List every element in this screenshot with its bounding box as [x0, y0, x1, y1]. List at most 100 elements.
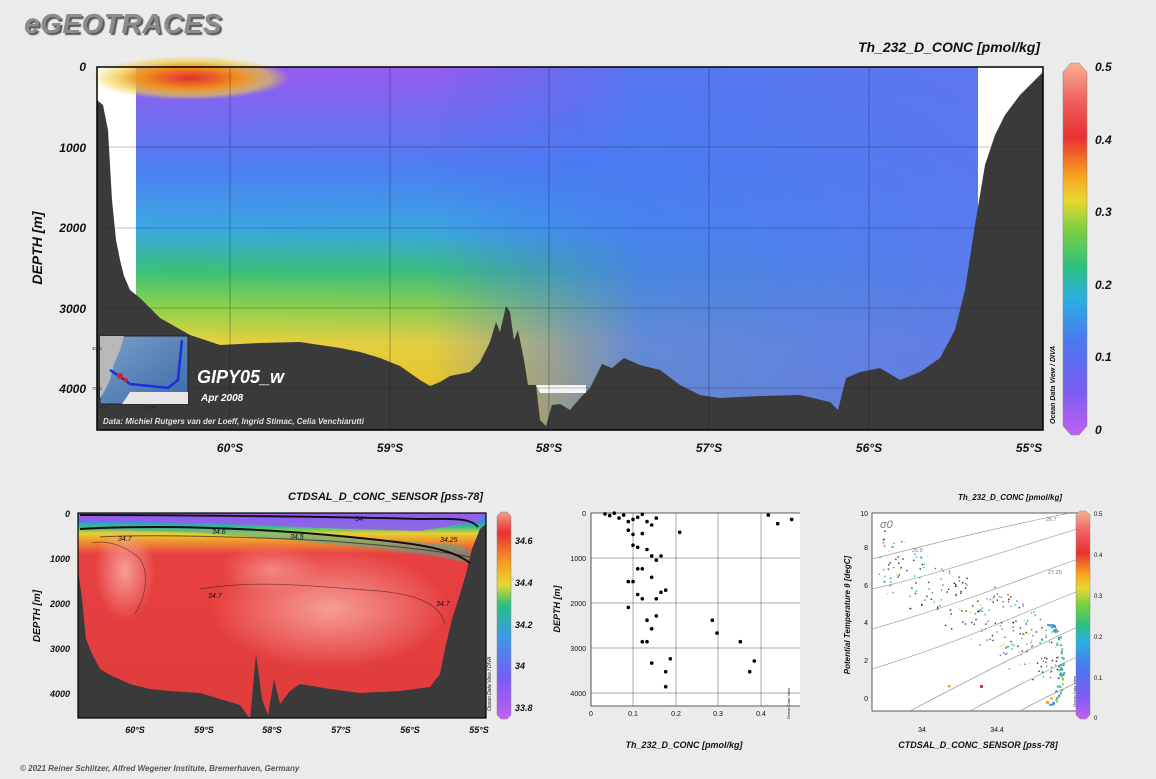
salinity-x-tick: 60°S — [125, 725, 145, 735]
ts-point — [893, 542, 895, 545]
ts-point — [1006, 653, 1008, 655]
ts-point — [979, 604, 982, 606]
ts-point — [1060, 666, 1063, 669]
isopycnal-lines — [871, 512, 1085, 712]
ts-point — [955, 585, 958, 587]
ts-point — [992, 597, 995, 599]
ts-point — [882, 539, 885, 541]
ts-point — [910, 608, 912, 610]
salinity-x-tick: 56°S — [400, 725, 420, 735]
ts-point — [958, 576, 960, 578]
ts-point — [892, 546, 894, 548]
ts-point — [921, 603, 923, 606]
ts-point — [947, 588, 950, 591]
ts-point — [1007, 645, 1010, 648]
profile-point — [663, 669, 668, 674]
profile-point — [626, 528, 631, 532]
ts-point — [962, 621, 964, 623]
bathymetry-salinity — [78, 524, 486, 719]
profile-y-tick: 1000 — [570, 556, 586, 563]
ts-point — [948, 572, 951, 574]
ts-point — [948, 685, 951, 688]
ts-point — [996, 631, 998, 633]
ts-point — [1021, 650, 1023, 652]
ts-point — [924, 599, 926, 601]
salinity-y-tick: 4000 — [49, 689, 70, 699]
profile-point — [626, 519, 631, 524]
ts-point — [930, 598, 933, 600]
main-cbar-tick: 0 — [1095, 423, 1102, 437]
profile-point — [617, 516, 621, 520]
ts-point — [892, 566, 895, 569]
ts-point — [1051, 703, 1054, 706]
ts-point — [989, 599, 992, 601]
ts-point — [988, 609, 990, 611]
profile-point — [635, 592, 640, 597]
ts-point — [1054, 631, 1057, 634]
ts-point — [1048, 641, 1051, 643]
ts-point — [994, 586, 996, 589]
ts-point — [909, 595, 911, 598]
ts-point — [1012, 630, 1015, 632]
ts-x-tick: 34.4 — [990, 727, 1004, 734]
ts-point — [887, 564, 890, 566]
ts-point — [934, 567, 937, 570]
salinity-y-tick: 1000 — [50, 554, 70, 564]
ts-point — [999, 625, 1002, 627]
ts-point — [928, 588, 930, 590]
th232-section-chart: 40°S 70°S 60°W 30°W GIPY05_w Apr 2008 Da… — [29, 39, 1112, 455]
ts-point — [1012, 626, 1014, 628]
ts-point — [1019, 627, 1022, 629]
th232-profile-chart: 0 1000 2000 3000 4000 0 0.1 0.2 0.3 0.4 … — [552, 511, 800, 750]
ts-point — [1018, 651, 1020, 653]
ts-point — [1020, 654, 1022, 656]
ts-diagram-chart: σ0 26.7 26.9 27.25 Th_232_D_CONC [pmol/k… — [843, 493, 1103, 750]
ts-point — [1050, 666, 1053, 668]
ts-point — [942, 570, 945, 572]
ts-point — [1035, 631, 1038, 633]
main-colorbar — [1062, 62, 1088, 436]
ts-point — [909, 607, 911, 610]
ts-point — [1000, 622, 1003, 624]
ts-point — [897, 576, 899, 578]
ts-point — [890, 581, 892, 583]
ts-point — [1052, 625, 1055, 628]
ts-point — [884, 575, 886, 578]
ts-point — [1061, 675, 1063, 678]
ts-point — [1058, 685, 1061, 688]
main-cbar-tick: 0.2 — [1095, 278, 1112, 292]
ts-y-tick: 4 — [864, 620, 868, 627]
ts-point — [883, 538, 885, 540]
profile-point — [715, 631, 719, 635]
main-y-tick: 4000 — [58, 382, 86, 396]
ts-point — [904, 541, 907, 543]
profile-point — [640, 512, 645, 517]
ts-point — [895, 558, 897, 561]
profile-x-axis-label: Th_232_D_CONC [pmol/kg] — [625, 740, 743, 750]
ts-y-tick: 2 — [864, 658, 868, 665]
ts-point — [955, 583, 957, 586]
ts-point — [897, 556, 899, 558]
ts-point — [1024, 663, 1026, 665]
ts-point — [951, 628, 953, 630]
ts-point — [931, 592, 933, 594]
ts-point — [1018, 664, 1021, 666]
ts-point — [889, 577, 892, 579]
ts-point — [1050, 641, 1053, 644]
salinity-x-tick: 55°S — [469, 725, 489, 735]
ts-point — [965, 610, 967, 612]
isopycnal-value-label: 27.25 — [1048, 570, 1062, 576]
map-tick-label: 40°S — [92, 346, 102, 351]
brand-logo: eGEOTRACES — [24, 8, 222, 39]
ts-point — [950, 613, 952, 615]
ts-point — [959, 608, 961, 610]
ts-point — [891, 546, 893, 548]
ts-point — [900, 566, 903, 568]
ts-point — [1022, 605, 1024, 607]
salinity-x-tick: 59°S — [194, 725, 214, 735]
profile-point — [635, 515, 640, 520]
ts-point — [1062, 657, 1065, 660]
ts-point — [898, 574, 900, 576]
ts-point — [914, 553, 916, 555]
ts-point — [920, 557, 923, 559]
